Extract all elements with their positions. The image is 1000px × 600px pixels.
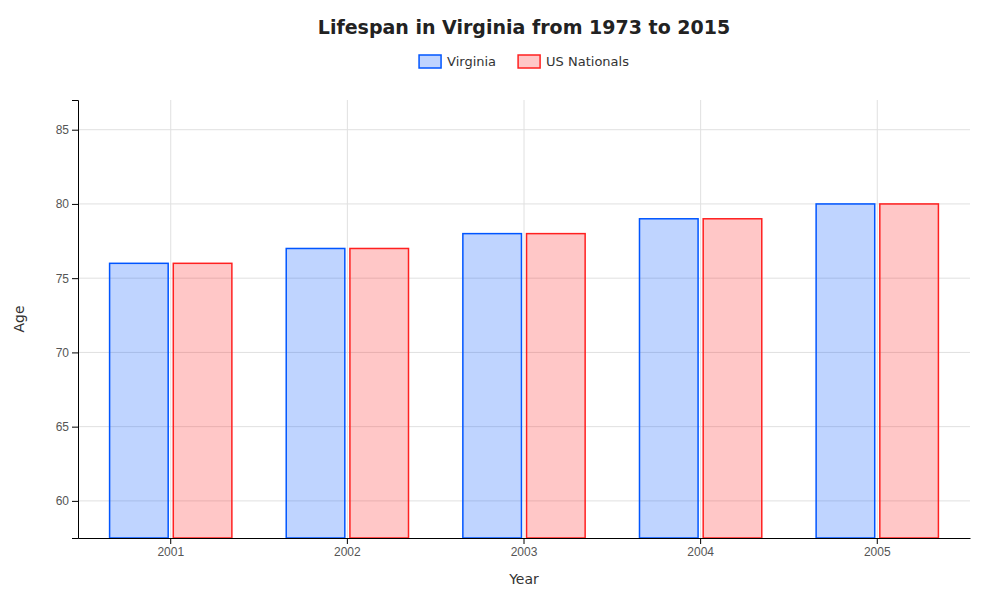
bar <box>816 204 875 538</box>
x-axis: 2001 2002 2003 2004 2005 <box>79 538 971 559</box>
y-axis: 60 65 70 75 80 85 <box>56 101 79 539</box>
x-tick-label: 2004 <box>687 545 714 559</box>
y-tick-mark <box>72 130 78 131</box>
grid-line-x <box>170 100 171 538</box>
x-tick-label: 2003 <box>511 545 538 559</box>
chart-container: 2001 2002 2003 2004 2005 60 65 70 75 80 85 Year Age L… <box>0 0 1000 600</box>
legend-swatch <box>419 55 441 68</box>
title: Lifespan in Virginia from 1973 to 2015 <box>318 16 730 38</box>
bar <box>110 263 169 538</box>
bar <box>703 219 762 538</box>
legend-item: Virginia <box>419 54 496 69</box>
bars <box>110 204 939 538</box>
y-tick: 70 <box>56 346 78 360</box>
y-axis-line <box>72 101 79 539</box>
grid-line-x <box>877 100 878 538</box>
legend-label: US Nationals <box>546 54 629 69</box>
bar <box>173 263 232 538</box>
x-tick-label: 2005 <box>864 545 891 559</box>
x-tick-mark <box>524 538 525 544</box>
y-tick: 80 <box>56 197 78 211</box>
x-tick: 2005 <box>864 538 891 559</box>
plot: 2001 2002 2003 2004 2005 60 65 70 75 80 85 <box>56 100 971 559</box>
x-tick-mark <box>347 538 348 544</box>
bar <box>639 219 698 538</box>
legend: Virginia US Nationals <box>419 54 629 69</box>
y-tick: 85 <box>56 123 78 137</box>
y-tick-label: 70 <box>56 346 70 360</box>
x-tick-mark <box>700 538 701 544</box>
y-tick: 60 <box>56 494 78 508</box>
y-tick-mark <box>72 352 78 353</box>
chart: 2001 2002 2003 2004 2005 60 65 70 75 80 85 Year Age L… <box>0 0 1000 600</box>
x-tick-label: 2002 <box>334 545 361 559</box>
x-tick: 2003 <box>511 538 538 559</box>
y-tick-label: 80 <box>56 197 70 211</box>
bar <box>880 204 939 538</box>
y-axis-title: Age <box>11 305 27 332</box>
bar <box>350 248 409 538</box>
grid-line-x <box>700 100 701 538</box>
y-tick: 75 <box>56 272 78 286</box>
x-tick: 2004 <box>687 538 714 559</box>
legend-label: Virginia <box>447 54 496 69</box>
legend-item: US Nationals <box>518 54 629 69</box>
y-tick-label: 75 <box>56 272 70 286</box>
grid-line-x <box>347 100 348 538</box>
x-axis-title: Year <box>508 571 539 587</box>
y-tick-mark <box>72 501 78 502</box>
x-tick: 2002 <box>334 538 361 559</box>
x-tick-mark <box>877 538 878 544</box>
x-tick-mark <box>170 538 171 544</box>
x-tick: 2001 <box>157 538 184 559</box>
y-tick-mark <box>72 278 78 279</box>
bar <box>463 234 522 538</box>
y-tick-label: 65 <box>56 420 70 434</box>
x-tick-label: 2001 <box>157 545 184 559</box>
legend-swatch <box>518 55 540 68</box>
y-tick-mark <box>72 204 78 205</box>
bar <box>527 234 586 538</box>
grid <box>78 100 970 538</box>
y-tick-label: 60 <box>56 494 70 508</box>
y-tick-mark <box>72 427 78 428</box>
grid-line-x <box>524 100 525 538</box>
y-tick: 65 <box>56 420 78 434</box>
bar <box>286 248 345 538</box>
y-tick-label: 85 <box>56 123 70 137</box>
